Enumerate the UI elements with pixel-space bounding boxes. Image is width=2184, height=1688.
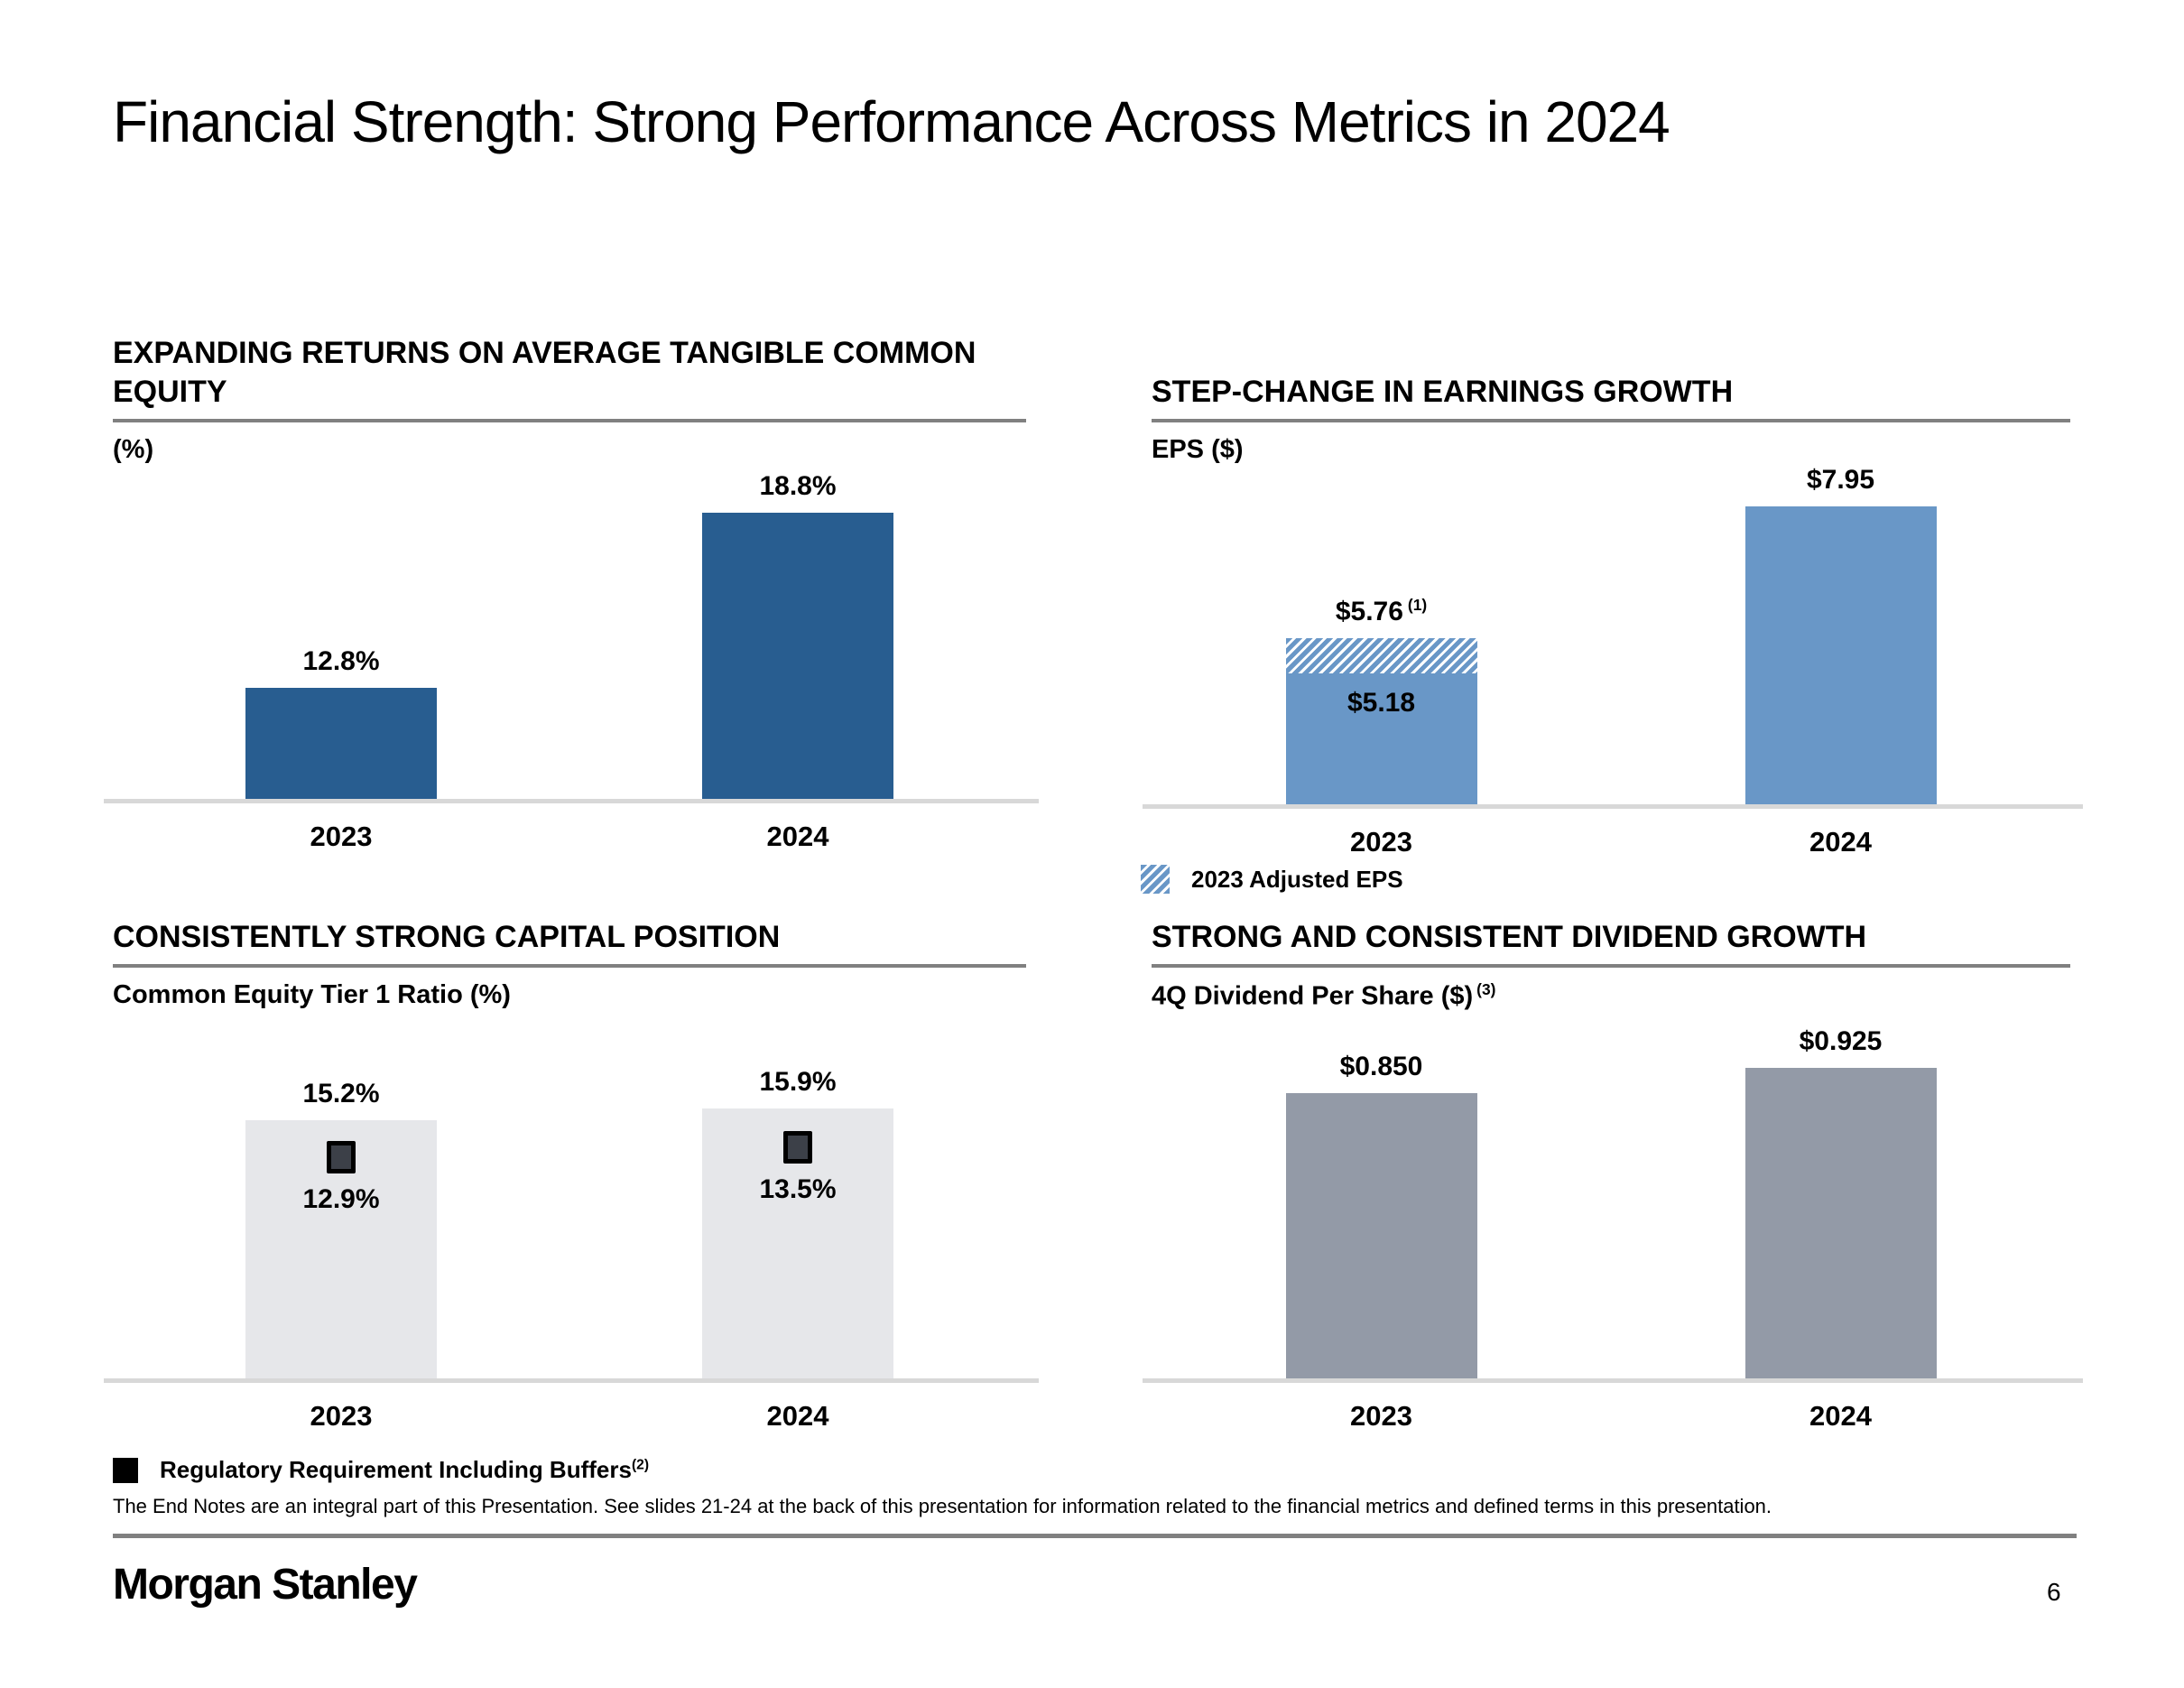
morgan-stanley-logo: Morgan Stanley bbox=[113, 1561, 418, 1609]
bar-2024 bbox=[1744, 506, 1937, 804]
bar-2023 bbox=[1285, 1093, 1477, 1378]
footer-rule bbox=[113, 1534, 2077, 1538]
regulatory-marker-square bbox=[783, 1130, 812, 1164]
bar-value-label: 15.9% bbox=[759, 1067, 837, 1097]
bar-chart-rotce: 12.8% 2023 18.8% 2024 bbox=[104, 471, 1039, 852]
chart-panel-eps: STEP-CHANGE IN EARNINGS GROWTH EPS ($) $… bbox=[1141, 323, 2083, 894]
unit-superscript: (3) bbox=[1476, 980, 1496, 998]
regulatory-marker-square bbox=[327, 1141, 356, 1174]
legend-superscript: (2) bbox=[631, 1457, 650, 1473]
unit-label-cet1: Common Equity Tier 1 Ratio (%) bbox=[113, 980, 1026, 1013]
header-rule bbox=[1152, 419, 2070, 422]
x-axis-label-2023: 2023 bbox=[1350, 826, 1412, 858]
bar-value-label: $0.850 bbox=[1339, 1052, 1423, 1081]
unit-label-text: 4Q Dividend Per Share ($) bbox=[1152, 981, 1474, 1011]
bar-2023 bbox=[245, 688, 437, 799]
x-axis-label-2023: 2023 bbox=[1350, 1400, 1412, 1432]
bar-chart-dividend: $0.850 2023 $0.925 2024 bbox=[1143, 1026, 2083, 1432]
x-axis-baseline bbox=[104, 1378, 1039, 1383]
bar-chart-eps: $5.18 $5.76 (1) 2023 $7.95 2024 bbox=[1143, 465, 2083, 858]
unit-label-eps: EPS ($) bbox=[1152, 435, 2070, 468]
header-rule bbox=[113, 419, 1026, 422]
page-title: Financial Strength: Strong Performance A… bbox=[113, 89, 1670, 154]
header-rule bbox=[1152, 964, 2070, 968]
x-axis-baseline bbox=[104, 799, 1039, 803]
unit-label-rotce: (%) bbox=[113, 435, 1026, 468]
legend-label-text: Regulatory Requirement Including Buffers bbox=[160, 1456, 632, 1483]
x-axis-baseline bbox=[1143, 804, 2083, 809]
unit-label-text: Common Equity Tier 1 Ratio (%) bbox=[113, 980, 511, 1009]
unit-label-text: EPS ($) bbox=[1152, 435, 1244, 464]
bar-chart-cet1: 15.2% 12.9% 2023 15.9% 13.5% 2024 bbox=[104, 1062, 1039, 1432]
chart-header-zone: EXPANDING RETURNS ON AVERAGE TANGIBLE CO… bbox=[113, 323, 1026, 412]
bar-2024 bbox=[702, 513, 893, 799]
chart-header-zone: CONSISTENTLY STRONG CAPITAL POSITION bbox=[113, 919, 1026, 957]
hatched-swatch-icon bbox=[1141, 865, 1170, 894]
chart-title-cet1: CONSISTENTLY STRONG CAPITAL POSITION bbox=[113, 920, 781, 955]
page-number: 6 bbox=[2047, 1578, 2061, 1606]
chart-title-rotce: EXPANDING RETURNS ON AVERAGE TANGIBLE CO… bbox=[113, 336, 976, 410]
legend-regulatory-requirement: Regulatory Requirement Including Buffers… bbox=[113, 1456, 1026, 1484]
chart-header-zone: STEP-CHANGE IN EARNINGS GROWTH bbox=[1152, 323, 2070, 412]
regulatory-marker-label: 13.5% bbox=[759, 1173, 837, 1204]
bar-value-label: 15.2% bbox=[302, 1079, 380, 1108]
bar-2024 bbox=[1744, 1068, 1937, 1378]
x-axis-label-2023: 2023 bbox=[310, 821, 373, 852]
legend-adjusted-eps: 2023 Adjusted EPS bbox=[1141, 865, 2070, 894]
bar-value-label: $5.76 (1) bbox=[1335, 596, 1428, 626]
bar-value-label-inside: $5.18 bbox=[1346, 688, 1416, 718]
black-square-swatch-icon bbox=[113, 1457, 138, 1483]
chart-header-zone: STRONG AND CONSISTENT DIVIDEND GROWTH bbox=[1152, 919, 2070, 957]
bar-2023 bbox=[1285, 673, 1477, 804]
regulatory-marker-label: 12.9% bbox=[302, 1184, 380, 1215]
unit-label-text: (%) bbox=[113, 435, 154, 464]
chart-title-dividend: STRONG AND CONSISTENT DIVIDEND GROWTH bbox=[1152, 920, 1867, 955]
x-axis-label-2024: 2024 bbox=[766, 1400, 829, 1432]
adjusted-eps-hatched-segment bbox=[1285, 638, 1477, 673]
x-axis-label-2024: 2024 bbox=[1809, 1400, 1872, 1432]
chart-panel-cet1: CONSISTENTLY STRONG CAPITAL POSITION Com… bbox=[104, 919, 1039, 1484]
chart-panel-dividend: STRONG AND CONSISTENT DIVIDEND GROWTH 4Q… bbox=[1143, 919, 2083, 1432]
x-axis-label-2024: 2024 bbox=[766, 821, 829, 852]
chart-panel-rotce: EXPANDING RETURNS ON AVERAGE TANGIBLE CO… bbox=[104, 323, 1039, 852]
legend-label: Regulatory Requirement Including Buffers… bbox=[160, 1456, 649, 1484]
regulatory-marker: 13.5% bbox=[653, 1130, 942, 1205]
legend-label: 2023 Adjusted EPS bbox=[1191, 865, 1403, 893]
bar-value-label: $0.925 bbox=[1799, 1026, 1883, 1056]
x-axis-label-2023: 2023 bbox=[310, 1400, 373, 1432]
chart-title-eps: STEP-CHANGE IN EARNINGS GROWTH bbox=[1152, 375, 1734, 410]
footnote: The End Notes are an integral part of th… bbox=[113, 1495, 1772, 1517]
bar-value-label: 18.8% bbox=[759, 471, 837, 501]
x-axis-label-2024: 2024 bbox=[1809, 826, 1872, 858]
x-axis-baseline bbox=[1143, 1378, 2083, 1383]
bar-value-label: $7.95 bbox=[1806, 465, 1875, 495]
bar-value-label: 12.8% bbox=[302, 646, 380, 676]
regulatory-marker: 12.9% bbox=[197, 1141, 486, 1215]
header-rule bbox=[113, 964, 1026, 968]
unit-label-dividend: 4Q Dividend Per Share ($) (3) bbox=[1152, 980, 2070, 1013]
